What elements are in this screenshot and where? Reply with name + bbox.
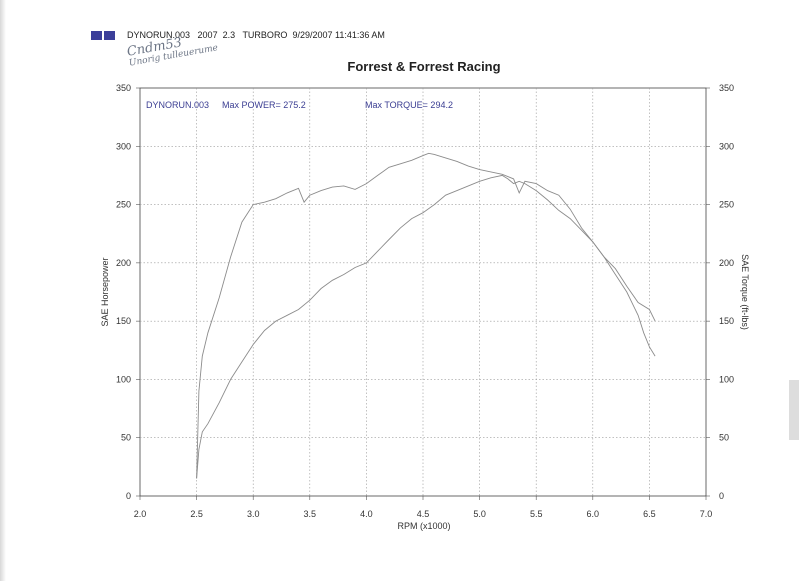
x-tick-label: 4.0 bbox=[360, 509, 373, 519]
annotation-run: DYNORUN.003 bbox=[146, 100, 209, 110]
annotation-max-power: Max POWER= 275.2 bbox=[222, 100, 306, 110]
dyno-program: TURBORO bbox=[242, 30, 288, 40]
scan-page-edge bbox=[0, 0, 6, 581]
x-tick-label: 5.0 bbox=[473, 509, 486, 519]
chart-title: Forrest & Forrest Racing bbox=[347, 59, 500, 74]
y-tick-label-left: 350 bbox=[116, 83, 131, 93]
x-tick-label: 6.0 bbox=[587, 509, 600, 519]
y-tick-label-left: 200 bbox=[116, 258, 131, 268]
y-tick-label-right: 150 bbox=[719, 316, 734, 326]
tick-labels: 2.0 2.5 3.0 3.5 4.0 4.5 5.0 5.5 6.0 6.5 7.0 0 0 50 50 1… bbox=[116, 83, 734, 519]
run-datetime: 9/29/2007 11:41:36 AM bbox=[292, 30, 385, 40]
series-line-torque bbox=[196, 152, 656, 479]
y-tick-label-left: 150 bbox=[116, 316, 131, 326]
x-tick-label: 2.0 bbox=[134, 509, 147, 519]
y-tick-label-right: 100 bbox=[719, 374, 734, 384]
series-line-horsepower bbox=[196, 174, 656, 479]
grid bbox=[140, 88, 706, 496]
y-axis-label-right: SAE Torque (ft-lbs) bbox=[740, 254, 750, 330]
scan-binder-mark bbox=[789, 380, 799, 440]
x-tick-label: 7.0 bbox=[700, 509, 713, 519]
y-axis-label-left: SAE Horsepower bbox=[100, 257, 110, 326]
x-tick-label: 2.5 bbox=[190, 509, 203, 519]
x-tick-label: 4.5 bbox=[417, 509, 430, 519]
x-tick-label: 3.5 bbox=[304, 509, 317, 519]
dyno-logo bbox=[91, 31, 115, 40]
y-tick-label-right: 200 bbox=[719, 258, 734, 268]
x-axis-label: RPM (x1000) bbox=[397, 521, 450, 531]
x-tick-label: 3.0 bbox=[247, 509, 260, 519]
x-tick-label: 6.5 bbox=[643, 509, 656, 519]
y-tick-label-right: 250 bbox=[719, 200, 734, 210]
y-tick-label-right: 50 bbox=[719, 433, 729, 443]
y-tick-label-right: 300 bbox=[719, 141, 734, 151]
y-tick-label-left: 250 bbox=[116, 200, 131, 210]
x-tick-label: 5.5 bbox=[530, 509, 543, 519]
annotation-max-torque: Max TORQUE= 294.2 bbox=[365, 100, 453, 110]
y-tick-label-right: 0 bbox=[719, 491, 724, 501]
y-tick-label-left: 100 bbox=[116, 374, 131, 384]
run-file: DYNORUN.003 bbox=[127, 30, 191, 40]
series bbox=[196, 152, 656, 479]
y-tick-label-right: 350 bbox=[719, 83, 734, 93]
ticks bbox=[136, 87, 710, 500]
software-version: 2007 2.3 bbox=[197, 30, 236, 40]
run-header: DYNORUN.003 2007 2.3 TURBORO 9/29/2007 1… bbox=[127, 30, 385, 40]
y-tick-label-left: 0 bbox=[126, 491, 131, 501]
y-tick-label-left: 50 bbox=[121, 433, 131, 443]
y-tick-label-left: 300 bbox=[116, 141, 131, 151]
